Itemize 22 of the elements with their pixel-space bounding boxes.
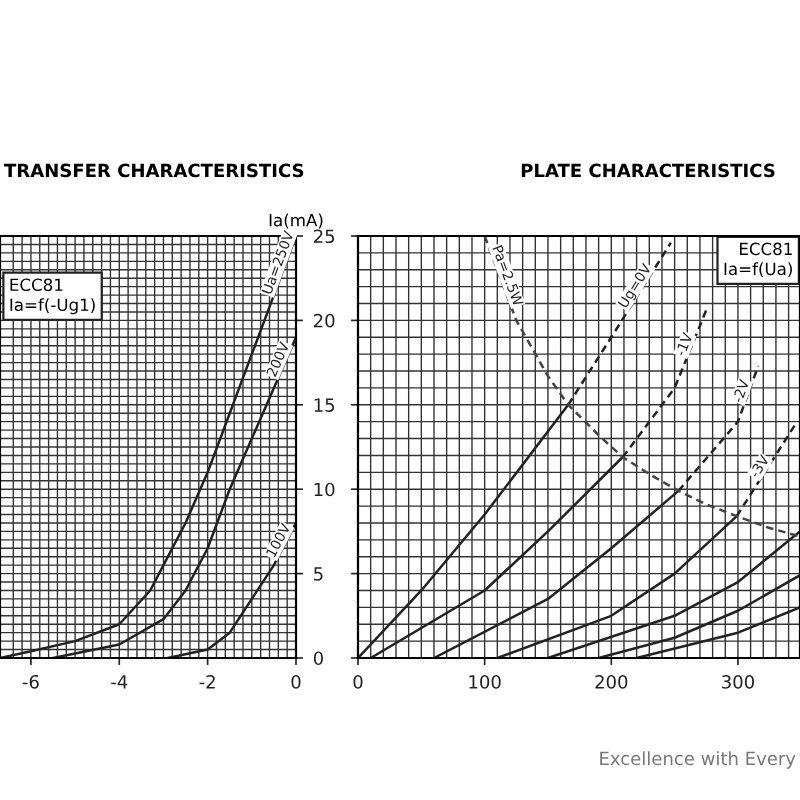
annotation: Ia=f(-Ug1) bbox=[10, 298, 95, 315]
chart-title: TRANSFER CHARACTERISTICS bbox=[4, 163, 304, 178]
annotation: ECC81 bbox=[10, 278, 63, 292]
x-tick-label: 0 bbox=[291, 674, 301, 689]
chart-title: PLATE CHARACTERISTICS bbox=[521, 163, 775, 178]
x-tick-label: 0 bbox=[353, 674, 363, 689]
annotation: ECC81 bbox=[739, 242, 792, 256]
y-tick-label: 15 bbox=[314, 398, 335, 412]
y-axis-title: Ia(mA) bbox=[269, 213, 323, 229]
x-tick-label: -4 bbox=[111, 675, 128, 689]
y-tick-label: 10 bbox=[314, 482, 335, 497]
annotation: Ia=f(Ua) bbox=[724, 262, 792, 278]
text: Excellence with Every bbox=[600, 751, 796, 769]
y-tick-label: 25 bbox=[313, 229, 335, 244]
y-tick-label: 20 bbox=[313, 313, 335, 328]
x-tick-label: -2 bbox=[199, 674, 215, 689]
y-tick-label: 5 bbox=[314, 567, 323, 581]
x-tick-label: 300 bbox=[722, 674, 754, 689]
x-tick-label: -6 bbox=[22, 674, 39, 689]
x-tick-label: 100 bbox=[469, 674, 501, 689]
x-tick-label: 200 bbox=[595, 674, 628, 689]
y-tick-label: 0 bbox=[313, 651, 323, 666]
